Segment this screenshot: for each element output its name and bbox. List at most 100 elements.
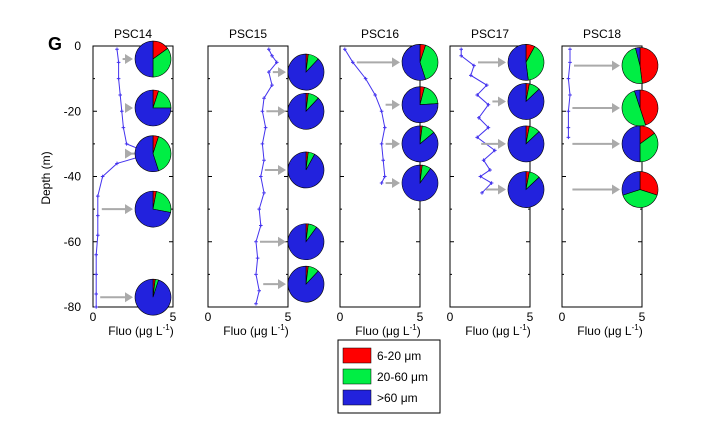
fluo-profile-point: [270, 53, 274, 58]
pie-slice: [134, 40, 154, 78]
pie-slice: [622, 189, 658, 208]
y-axis-title: Depth (m): [39, 151, 53, 204]
y-tick-label: -60: [64, 235, 82, 249]
legend-swatch: [342, 347, 372, 364]
x-tick-label: 5: [639, 310, 646, 324]
fluo-profile-point: [351, 60, 355, 65]
x-axis-title-main: Fluo (μg L: [577, 324, 632, 338]
pie-arrow-head: [612, 138, 620, 149]
x-axis-title-close: ): [285, 324, 289, 338]
pie-slice: [635, 47, 641, 66]
pie-slice: [401, 164, 439, 202]
pie-slice: [287, 265, 325, 303]
pie-slice: [507, 44, 529, 81]
fluo-profile-point: [566, 76, 571, 81]
station-title: PSC16: [361, 27, 399, 41]
pie-arrow-head: [392, 138, 400, 149]
x-tick-label: 0: [90, 310, 97, 324]
fluo-profile-point: [255, 256, 260, 260]
pie-slice: [152, 136, 172, 172]
station-title: PSC18: [583, 27, 621, 41]
fluo-profile-point: [475, 135, 479, 140]
pie-arrow-head: [125, 292, 133, 303]
pie-slice: [639, 89, 659, 126]
x-axis-title-exponent: -1: [410, 323, 418, 332]
pie-arrow-head: [498, 57, 506, 68]
fluo-profile-line: [344, 49, 386, 184]
fluo-profile-point: [94, 292, 98, 296]
fluo-profile-point: [480, 191, 484, 195]
pie-slice: [287, 53, 325, 91]
x-axis-title-main: Fluo (μg L: [465, 324, 520, 338]
pie-slice: [287, 151, 325, 189]
pie-slice: [134, 135, 159, 172]
fluo-profile-point: [260, 142, 265, 146]
pie-slice: [401, 44, 426, 81]
x-tick-label: 5: [417, 310, 424, 324]
x-axis-title-main: Fluo (μg L: [355, 324, 410, 338]
pie-slice: [401, 86, 439, 123]
fluo-profile-point: [568, 93, 572, 97]
pie-slice: [287, 223, 325, 261]
fluo-profile-point: [262, 96, 266, 100]
fluo-profile-point: [115, 161, 119, 166]
pie-slice: [507, 125, 545, 163]
pie-arrow-head: [498, 138, 506, 149]
fluo-profile-point: [379, 109, 384, 114]
fluo-profile-point: [472, 63, 476, 68]
station-title: PSC15: [229, 27, 267, 41]
fluo-profile-point: [486, 125, 491, 130]
fluo-profile-point: [254, 239, 258, 244]
fluo-profile-point: [343, 47, 347, 52]
pie-arrow-head: [125, 54, 133, 65]
fluo-profile-point: [481, 158, 486, 162]
fluo-profile-point: [257, 207, 261, 211]
fluo-profile-point: [383, 125, 387, 130]
pie-slice: [621, 171, 641, 196]
fluo-profile-point: [566, 109, 571, 114]
panel-frame: [207, 45, 289, 308]
fluo-profile-point: [489, 181, 494, 185]
fluo-profile-point: [262, 158, 266, 162]
fluo-profile-point: [379, 181, 384, 185]
fluo-profile-point: [96, 194, 100, 198]
x-tick-label: 5: [170, 310, 177, 324]
x-axis-title: Fluo (μg L-1): [223, 323, 288, 338]
x-tick-label: 5: [527, 310, 534, 324]
fluo-profile-point: [259, 174, 263, 179]
fluo-profile-line: [460, 49, 496, 194]
y-tick-label: -40: [64, 170, 82, 184]
pie-slice: [152, 48, 172, 78]
pie-arrow-head: [498, 184, 506, 195]
pie-arrow-head: [278, 279, 286, 290]
fluo-profile-point: [118, 93, 122, 97]
fluo-profile-point: [254, 272, 258, 277]
x-axis-title: Fluo (μg L-1): [577, 323, 642, 338]
fluo-profile-point: [381, 158, 385, 162]
fluo-profile-line: [95, 49, 153, 307]
fluo-profile-point: [257, 288, 261, 293]
legend-swatch: [342, 389, 372, 406]
fluo-profile-point: [267, 47, 271, 52]
fluo-profile-point: [94, 305, 98, 309]
legend-swatch: [342, 368, 372, 385]
x-axis-title-close: ): [170, 324, 174, 338]
x-tick-label: 0: [447, 310, 454, 324]
fluo-profile-point: [459, 47, 463, 52]
pie-arrow-head: [392, 178, 400, 189]
pie-slice: [639, 47, 659, 84]
fluo-profile-point: [100, 174, 105, 179]
pie-slice: [134, 278, 172, 316]
fluo-profile-point: [94, 253, 98, 257]
pie-slice: [419, 44, 439, 80]
station-title: PSC14: [114, 27, 152, 41]
fluo-profile-point: [475, 93, 479, 97]
fluo-profile-point: [116, 76, 121, 81]
x-axis-title: Fluo (μg L-1): [465, 323, 530, 338]
fluo-profile-point: [566, 135, 571, 140]
pie-arrow-head: [278, 106, 286, 117]
